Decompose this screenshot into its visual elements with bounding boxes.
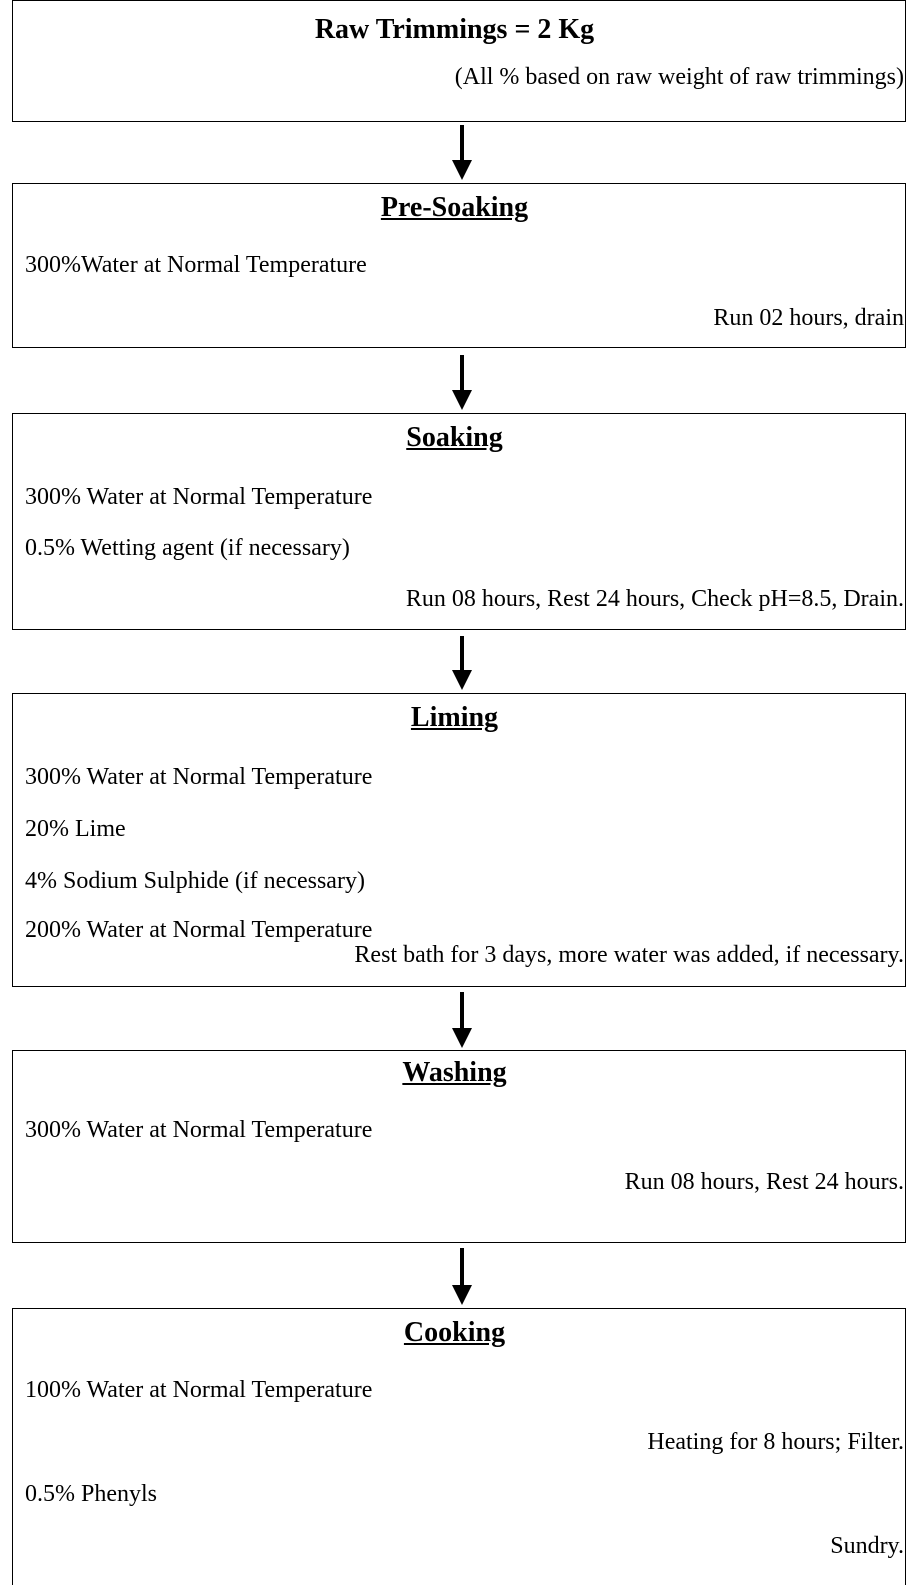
step-line: 300% Water at Normal Temperature	[25, 484, 373, 510]
step-title: Cooking	[0, 1317, 909, 1349]
step-line: Run 08 hours, Rest 24 hours, Check pH=8.…	[405, 586, 904, 612]
arrow-head	[452, 670, 472, 690]
step-title-text: Soaking	[406, 422, 503, 453]
step-line: 300%Water at Normal Temperature	[25, 252, 367, 278]
step-line: 0.5% Phenyls	[25, 1481, 157, 1507]
header-title: Raw Trimmings = 2 Kg	[314, 14, 595, 45]
header-note: (All % based on raw weight of raw trimmi…	[454, 64, 904, 90]
step-title: Soaking	[0, 422, 909, 454]
step-line: 4% Sodium Sulphide (if necessary)	[25, 868, 365, 894]
step-box	[12, 0, 906, 122]
step-title-text: Pre-Soaking	[380, 192, 529, 223]
step-title: Washing	[0, 1057, 909, 1089]
step-title: Pre-Soaking	[0, 192, 909, 224]
step-line: Run 02 hours, drain	[713, 305, 904, 331]
step-box	[12, 1308, 906, 1585]
step-line: 300% Water at Normal Temperature	[25, 1117, 373, 1143]
step-title-text: Liming	[410, 702, 499, 733]
step-line: 200% Water at Normal Temperature	[25, 917, 373, 943]
arrow-head	[452, 160, 472, 180]
step-box	[12, 183, 906, 348]
step-line: 100% Water at Normal Temperature	[25, 1377, 373, 1403]
step-title: Liming	[0, 702, 909, 734]
step-box	[12, 413, 906, 630]
step-line: Run 08 hours, Rest 24 hours.	[624, 1169, 904, 1195]
step-line: 0.5% Wetting agent (if necessary)	[25, 535, 350, 561]
step-title-text: Washing	[402, 1057, 507, 1088]
step-line: 20% Lime	[25, 816, 126, 842]
arrow-head	[452, 390, 472, 410]
arrow-head	[452, 1285, 472, 1305]
step-line: Rest bath for 3 days, more water was add…	[354, 942, 904, 968]
step-line: Heating for 8 hours; Filter.	[647, 1429, 904, 1455]
step-title-text: Cooking	[403, 1317, 506, 1348]
step-line: 300% Water at Normal Temperature	[25, 764, 373, 790]
step-box	[12, 693, 906, 987]
step-box	[12, 1050, 906, 1243]
step-line: Sundry.	[830, 1533, 904, 1559]
arrow-head	[452, 1028, 472, 1048]
